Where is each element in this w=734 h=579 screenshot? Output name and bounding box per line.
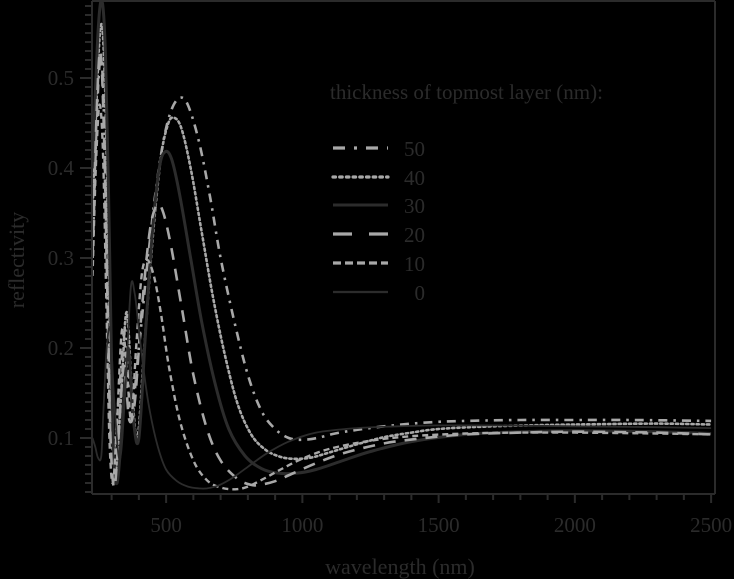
- legend-label: 0: [415, 281, 426, 305]
- legend-entry-30nm: 30: [333, 194, 425, 218]
- y-axis-title: reflectivity: [4, 212, 29, 309]
- x-tick-label: 2500: [690, 513, 732, 537]
- legend-title: thickness of topmost layer (nm):: [330, 80, 603, 104]
- x-axis-title: wavelength (nm): [325, 554, 475, 579]
- axis-ticks: [80, 5, 713, 503]
- y-tick-label: 0.2: [48, 336, 74, 360]
- x-tick-label: 1000: [281, 513, 323, 537]
- series-line-10nm: [92, 103, 712, 491]
- x-tick-label: 1500: [418, 513, 460, 537]
- legend-label: 50: [404, 137, 425, 161]
- legend-entry-50nm: 50: [333, 137, 425, 161]
- legend-label: 30: [404, 194, 425, 218]
- y-tick-label: 0.1: [48, 426, 74, 450]
- legend-entry-0nm: 0: [333, 281, 425, 305]
- legend-entries: 50 40 30 20 10 0: [331, 137, 425, 305]
- series-line-50nm: [92, 57, 712, 452]
- y-tick-label: 0.5: [48, 66, 74, 90]
- y-tick-label: 0.3: [48, 246, 74, 270]
- legend-label: 20: [404, 223, 425, 247]
- legend-label: 10: [404, 252, 425, 276]
- legend-entry-40nm: 40: [331, 166, 425, 190]
- x-tick-label: 2000: [554, 513, 596, 537]
- series-line-0nm: [92, 280, 712, 490]
- x-tick-label: 500: [150, 513, 182, 537]
- plot-curves: [92, 1, 713, 491]
- legend-entry-20nm: 20: [333, 223, 425, 247]
- legend: thickness of topmost layer (nm): 50 40 30 2…: [330, 80, 603, 305]
- legend-label: 40: [404, 166, 425, 190]
- legend-entry-10nm: 10: [333, 252, 425, 276]
- y-tick-label: 0.4: [48, 156, 75, 180]
- axes-frame: [91, 0, 716, 495]
